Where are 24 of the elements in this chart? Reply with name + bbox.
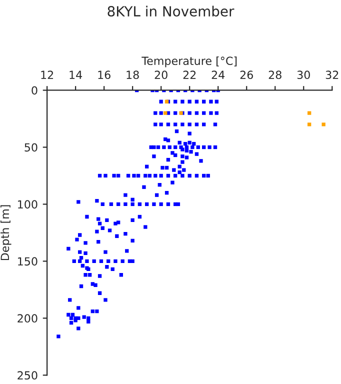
- y-axis-title: Depth [m]: [0, 205, 12, 260]
- y-tick-label: 250: [18, 371, 38, 380]
- x-tick-label: 28: [268, 70, 282, 80]
- y-tick-label: 200: [18, 314, 38, 323]
- x-axis-title: Temperature [°C]: [142, 56, 237, 68]
- point: [322, 122, 326, 126]
- y-tick-label: 150: [18, 257, 38, 266]
- x-tick-label: 22: [183, 70, 196, 79]
- x-tick-label: 14: [70, 70, 82, 79]
- x-tick-label: 18: [126, 70, 139, 80]
- point: [307, 111, 312, 115]
- x-tick-label: 12: [41, 70, 54, 79]
- y-tick-label: 50: [24, 143, 38, 152]
- x-tick-label: 32: [326, 70, 338, 80]
- x-tick-label: 30: [297, 70, 310, 80]
- y-tick-label: 0: [32, 86, 38, 95]
- x-tick-label: 26: [240, 70, 253, 80]
- chart-title: 8KYL in November: [108, 6, 234, 17]
- point: [307, 122, 312, 126]
- x-tick-label: 20: [154, 70, 168, 80]
- point: [164, 111, 168, 115]
- y-tick-label: 100: [18, 200, 38, 209]
- x-tick-label: 24: [212, 70, 225, 79]
- x-tick-label: 16: [98, 70, 110, 80]
